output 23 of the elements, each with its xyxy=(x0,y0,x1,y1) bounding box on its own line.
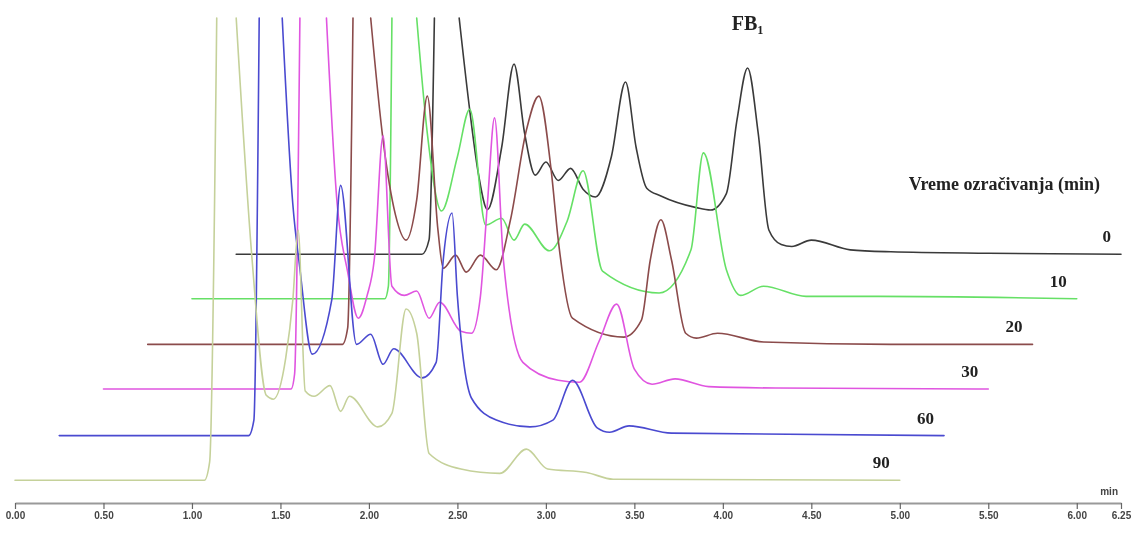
series-label: 90 xyxy=(872,453,890,473)
annotation: FB₁ xyxy=(731,11,764,34)
x-tick-label: 5.00 xyxy=(890,510,911,522)
series-label: 30 xyxy=(961,362,979,382)
x-tick-label: 2.00 xyxy=(359,510,380,522)
x-tick-label: 3.50 xyxy=(625,510,646,522)
x-tick-label: 4.50 xyxy=(802,510,822,522)
x-tick-label: 1.50 xyxy=(271,510,292,522)
series-label: 60 xyxy=(917,408,935,428)
x-tick-label: 2.50 xyxy=(448,510,469,522)
series-label: 20 xyxy=(1005,317,1023,337)
x-tick-label: 6.25 xyxy=(1111,510,1132,522)
x-axis-title: min xyxy=(1100,486,1118,497)
x-tick-label: 6.00 xyxy=(1067,510,1088,522)
x-tick-label: 4.00 xyxy=(713,510,734,522)
legend-title: Vreme ozračivanja (min) xyxy=(908,174,1100,195)
x-tick-label: 3.00 xyxy=(536,510,557,522)
x-tick-label: 5.50 xyxy=(979,510,999,522)
series-label: 0 xyxy=(1102,227,1111,247)
x-tick-label: 0.50 xyxy=(94,510,115,522)
x-tick-label: 1.00 xyxy=(182,510,203,522)
x-tick-label: 0.00 xyxy=(5,510,26,522)
series-label: 10 xyxy=(1049,271,1067,291)
